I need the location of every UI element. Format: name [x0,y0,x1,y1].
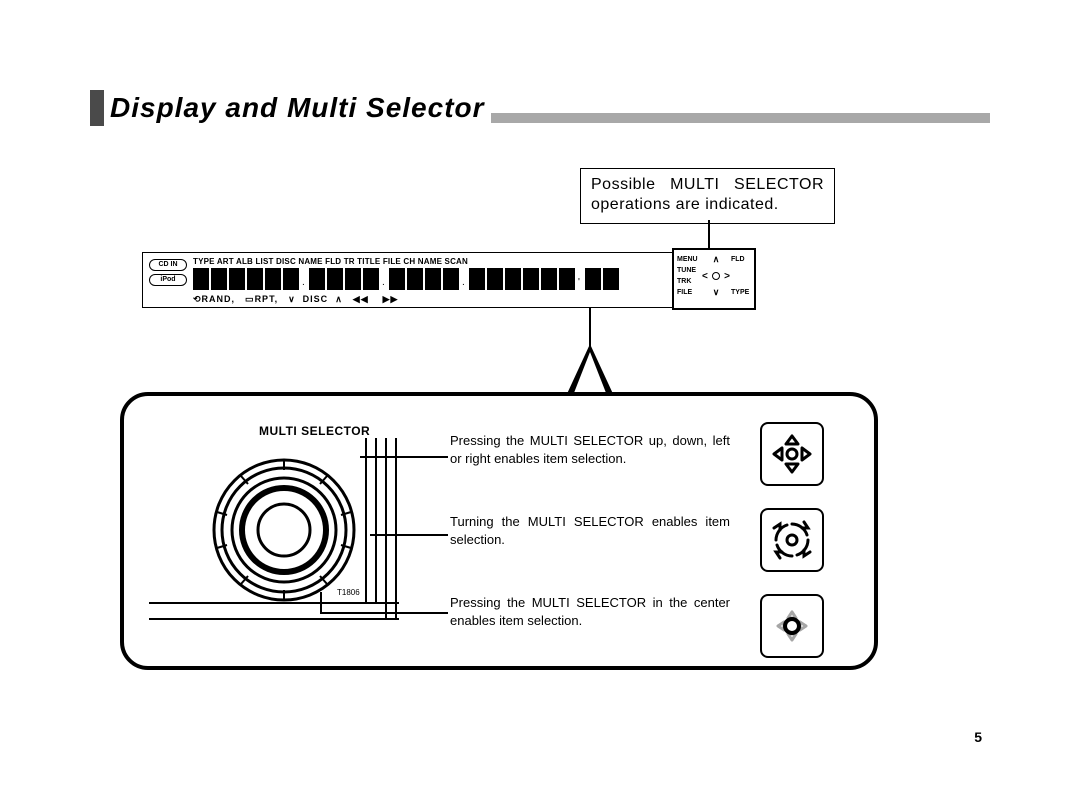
sel-file: FILE [677,289,701,296]
pill-cd-in: CD IN [149,259,187,271]
lcd-rpt: RPT, [255,294,279,304]
callout-box: Possible MULTI SELECTOR operations are i… [580,168,835,224]
knob-label: MULTI SELECTOR [259,424,370,438]
heading-accent-bar [90,90,104,126]
desc-turn: Turning the MULTI SELECTOR enables item … [450,513,730,548]
model-number: T1806 [337,588,360,597]
explainer-panel: MULTI SELECTOR [120,392,878,670]
sel-menu: MENU [677,256,701,263]
faceplate-line-2 [149,618,399,620]
sel-tune: TUNE [677,267,701,274]
bubble-leader-line [589,308,591,346]
page-number: 5 [974,729,982,745]
pill-ipod: iPod [149,274,187,286]
lcd-display: CD IN iPod TYPE ART ALB LIST DISC NAME F… [142,252,756,308]
faceplate-line-1 [149,602,399,604]
desc-press-direction: Pressing the MULTI SELECTOR up, down, le… [450,432,730,467]
sel-fld: FLD [731,256,751,263]
icon-column [760,422,836,658]
sel-trk: TRK [677,278,701,285]
multi-selector-indicator-box: MENU ∧ FLD TUNE <> TRK FILE ∨ TYPE [672,248,756,310]
dpad-icon [760,422,824,486]
lcd-rand: RAND, [202,294,236,304]
lcd-disc: DISC [303,294,329,304]
callout-line-1: Possible MULTI SELECTOR [591,175,824,195]
heading-text: Display and Multi Selector [110,90,485,126]
lcd-source-pills: CD IN iPod [149,259,187,286]
center-press-icon [760,594,824,658]
leader-line-3v [320,592,322,612]
lcd-legend-row: TYPE ART ALB LIST DISC NAME FLD TR TITLE… [193,257,749,266]
leader-line-1 [360,456,448,458]
sel-down-icon: ∨ [702,288,730,297]
section-heading: Display and Multi Selector [90,90,990,126]
sel-center-icon: <> [702,271,730,282]
callout-line-2: operations are indicated. [591,195,824,215]
sel-up-icon: ∧ [702,255,730,264]
lcd-bottom-row: ⟲RAND, ▭RPT, ∨ DISC ∧ ◀◀ ▶▶ ⟲SCAN [193,294,749,305]
rotate-icon [760,508,824,572]
description-column: Pressing the MULTI SELECTOR up, down, le… [450,432,730,629]
leader-line-3 [320,612,448,614]
desc-press-center: Pressing the MULTI SELECTOR in the cente… [450,594,730,629]
leader-line-2 [370,534,448,536]
knob-illustration: MULTI SELECTOR [149,424,419,654]
heading-rule [491,113,990,123]
sel-type: TYPE [731,289,751,296]
lcd-segment-row: . . . ' [193,268,619,290]
